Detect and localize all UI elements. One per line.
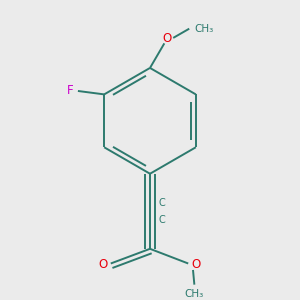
Text: CH₃: CH₃: [185, 289, 204, 299]
Text: O: O: [162, 32, 172, 45]
Text: O: O: [98, 258, 107, 271]
Text: C: C: [158, 198, 165, 208]
Text: O: O: [192, 258, 201, 271]
Text: F: F: [67, 85, 74, 98]
Text: C: C: [158, 215, 165, 225]
Text: CH₃: CH₃: [194, 24, 214, 34]
